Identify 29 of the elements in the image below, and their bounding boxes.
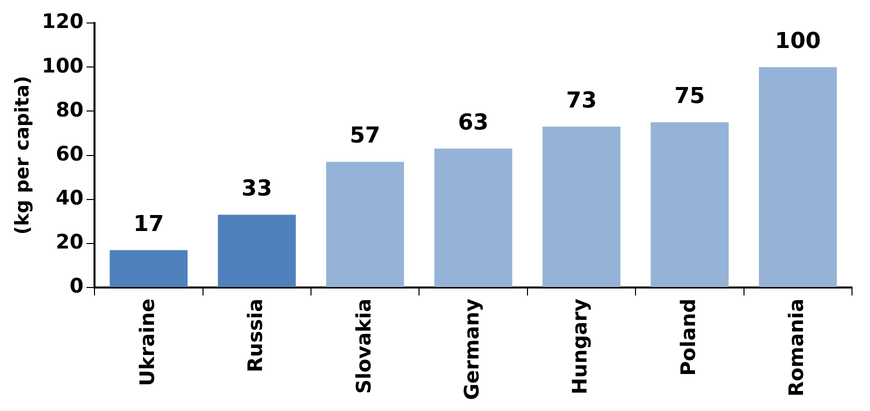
x-tick-label: Romania [784,298,808,397]
x-tick-label: Hungary [568,298,592,394]
y-tick-label: 40 [56,186,84,210]
bar [434,148,512,288]
bar [110,250,188,288]
y-tick-label: 20 [56,230,84,254]
data-label: 73 [566,88,597,114]
bar [542,126,620,288]
x-tick-label: Russia [243,298,268,372]
y-tick-label: 120 [42,9,84,34]
x-tick-label: Slovakia [351,298,376,394]
data-label: 57 [350,124,380,149]
y-tick-label: 60 [56,141,84,166]
data-label: 75 [674,84,705,109]
data-label: 100 [774,28,821,54]
data-label: 17 [133,212,164,237]
bar [218,214,296,288]
y-tick-label: 80 [56,97,84,122]
y-axis-title: (kg per capita) [11,76,34,235]
x-tick-label: Poland [676,298,700,376]
x-tick-label: Germany [459,298,484,400]
bar [650,122,729,288]
data-label: 33 [242,176,272,202]
bar [326,162,404,288]
data-label: 63 [458,110,489,136]
y-tick-label: 100 [42,53,84,78]
y-tick-label: 0 [70,274,84,298]
x-tick-label: Ukraine [134,298,159,386]
bar [758,67,837,288]
